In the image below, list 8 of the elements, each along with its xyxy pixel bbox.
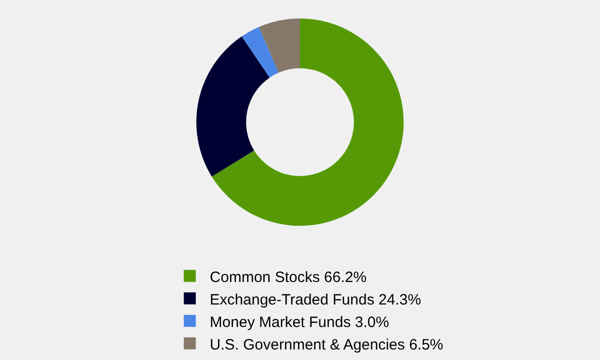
legend-label: Exchange-Traded Funds 24.3% bbox=[210, 291, 422, 308]
donut-slice bbox=[212, 18, 404, 226]
legend-label: Common Stocks 66.2% bbox=[210, 268, 367, 286]
legend-label: U.S. Government & Agencies 6.5% bbox=[210, 336, 444, 354]
donut-slice bbox=[242, 27, 279, 78]
legend-label: Money Market Funds 3.0% bbox=[210, 314, 390, 331]
donut-slice bbox=[258, 18, 300, 73]
donut-slice bbox=[196, 36, 270, 177]
